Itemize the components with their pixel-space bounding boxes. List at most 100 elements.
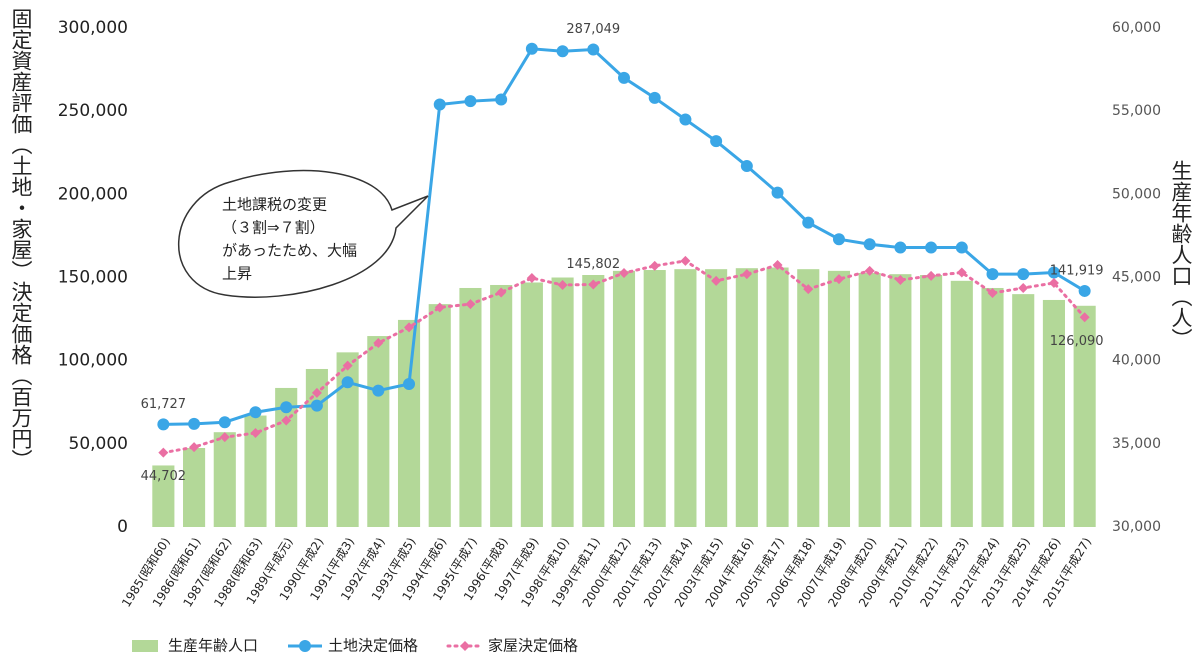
marker: [895, 274, 906, 285]
marker: [434, 302, 445, 313]
bar: [1042, 299, 1065, 527]
marker: [772, 260, 783, 271]
marker: [648, 91, 661, 104]
y-axis-title: 固定資産評価（土地・家屋）決定価格（百万円）: [9, 8, 33, 470]
marker: [1048, 277, 1059, 288]
bar: [1073, 305, 1096, 527]
marker: [710, 135, 723, 148]
y2-tick-label: 35,000: [1112, 436, 1161, 452]
marker: [649, 260, 660, 271]
y-tick-label: 100,000: [58, 351, 128, 371]
marker: [986, 268, 999, 281]
bar: [183, 447, 206, 527]
marker: [556, 45, 569, 58]
y-tick-label: 300,000: [58, 18, 128, 38]
bar: [920, 275, 943, 527]
y-tick-label: 0: [117, 517, 128, 537]
marker: [189, 442, 200, 453]
marker: [525, 42, 538, 55]
marker: [341, 376, 354, 389]
marker: [741, 269, 752, 280]
marker: [926, 270, 937, 281]
marker: [495, 93, 508, 106]
y2-tick-label: 60,000: [1112, 20, 1161, 36]
marker: [158, 447, 169, 458]
y2-tick-label: 45,000: [1112, 270, 1161, 286]
marker: [188, 417, 201, 430]
marker: [219, 432, 230, 443]
marker: [680, 255, 691, 266]
y2-axis-title: 生産年齢人口（人）: [1169, 160, 1193, 349]
bar: [459, 287, 482, 527]
bar: [643, 270, 666, 527]
marker: [833, 274, 844, 285]
bar: [213, 432, 236, 527]
bar: [674, 269, 697, 527]
y2-tick-label: 30,000: [1112, 519, 1161, 535]
bar: [551, 277, 574, 527]
y-tick-label: 200,000: [58, 184, 128, 204]
marker: [433, 98, 446, 111]
marker: [496, 287, 507, 298]
bar: [889, 274, 912, 527]
bar: [858, 273, 881, 527]
bar: [950, 280, 973, 527]
bar: [582, 275, 605, 527]
marker: [1047, 266, 1060, 279]
bar: [490, 284, 513, 527]
legend-item: 土地決定価格: [288, 637, 418, 655]
plot: 0 50,000 100,000 150,000 200,000 250,000 300,0…: [58, 18, 1161, 655]
marker: [588, 279, 599, 290]
bar: [705, 269, 728, 527]
bar: [244, 415, 267, 527]
marker: [587, 43, 600, 56]
marker: [281, 415, 292, 426]
marker: [863, 238, 876, 251]
bar: [367, 336, 390, 527]
bar: [1012, 294, 1035, 527]
marker: [987, 287, 998, 298]
marker: [832, 233, 845, 246]
marker: [157, 418, 170, 431]
annotation: 上昇: [222, 265, 252, 283]
data-label: 141,919: [1050, 263, 1104, 278]
data-label: 287,049: [566, 22, 620, 37]
marker: [803, 284, 814, 295]
y2-tick-label: 50,000: [1112, 186, 1161, 202]
marker: [311, 387, 322, 398]
marker: [1079, 312, 1090, 323]
marker: [465, 299, 476, 310]
bar: [397, 319, 421, 527]
data-label: 61,727: [141, 397, 187, 412]
legend-swatch: [460, 641, 470, 651]
marker: [310, 399, 323, 412]
marker: [557, 279, 568, 290]
legend-label: 家屋決定価格: [488, 637, 578, 655]
bar: [735, 268, 758, 527]
marker: [925, 241, 938, 254]
marker: [771, 186, 784, 199]
marker: [218, 416, 231, 429]
bar: [797, 269, 820, 527]
bar: [612, 270, 636, 527]
marker: [464, 95, 477, 108]
legend-item: 家屋決定価格: [446, 637, 578, 655]
bar: [152, 465, 175, 527]
bar: [981, 287, 1004, 527]
legend-label: 生産年齢人口: [168, 637, 258, 655]
marker: [250, 428, 261, 439]
bar: [428, 304, 451, 527]
legend-swatch: [299, 640, 311, 652]
marker: [956, 267, 967, 278]
legend-label: 土地決定価格: [328, 637, 418, 655]
data-label: 126,090: [1050, 334, 1104, 349]
data-label: 145,802: [566, 257, 620, 272]
marker: [249, 406, 262, 419]
marker: [403, 377, 416, 390]
bar: [520, 282, 543, 527]
marker: [619, 268, 629, 279]
marker: [679, 113, 692, 126]
marker: [711, 275, 722, 286]
marker: [1018, 282, 1029, 293]
